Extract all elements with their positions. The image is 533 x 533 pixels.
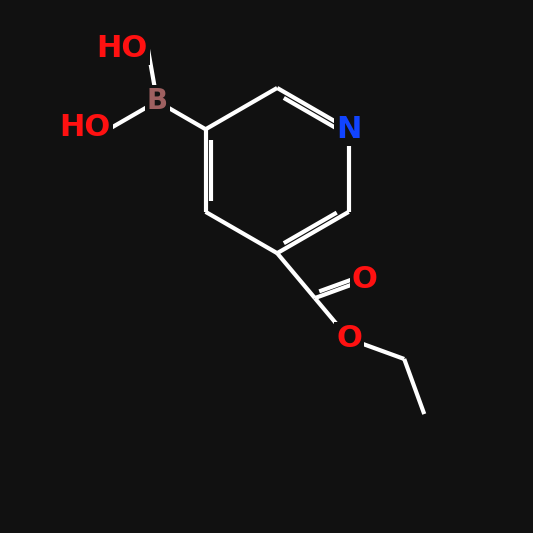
Text: B: B [147,87,168,115]
Text: HO: HO [60,114,111,142]
Text: HO: HO [96,34,148,63]
Text: N: N [336,115,361,144]
Text: O: O [352,265,378,294]
Text: O: O [336,325,362,353]
